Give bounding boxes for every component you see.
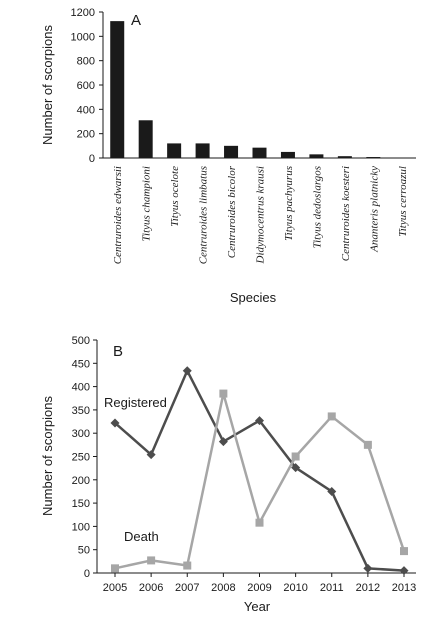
y-axis-title: Number of scorpions xyxy=(40,25,55,145)
y-tick-label: 450 xyxy=(72,358,90,370)
x-tick-label: 2008 xyxy=(211,582,235,594)
y-tick-label: 600 xyxy=(77,80,95,92)
data-point-registered xyxy=(399,566,409,576)
x-axis-title: Year xyxy=(244,599,271,614)
data-point-registered xyxy=(327,486,337,496)
data-point-death xyxy=(363,440,372,449)
data-point-death xyxy=(183,561,192,570)
bar-8 xyxy=(309,154,324,158)
y-tick-label: 400 xyxy=(77,104,95,116)
x-category-label: Tityus pachyurus xyxy=(283,166,295,241)
x-category-label: Centruroides edwarsii xyxy=(112,166,124,264)
bar-7 xyxy=(280,151,295,158)
species-bar-chart: 0 200 400 600 800 1000 1200 Centruroides edwars… xyxy=(40,7,416,305)
data-point-registered xyxy=(363,563,373,573)
y-tick-label: 0 xyxy=(84,568,90,580)
y-axis-title: Number of scorpions xyxy=(40,396,55,516)
x-category-label: Centruroides bicolor xyxy=(226,165,238,258)
x-category-label: Didymocentrus krausi xyxy=(255,166,267,264)
x-tick-label: 2005 xyxy=(103,582,127,594)
bar-5 xyxy=(224,145,239,158)
series-label-registered: Registered xyxy=(104,395,167,410)
y-tick-label: 500 xyxy=(72,335,90,347)
bar-9 xyxy=(337,156,352,158)
x-tick-label: 2009 xyxy=(247,582,271,594)
x-category-label: Tityus cerroazul xyxy=(397,166,409,237)
y-tick-label: 200 xyxy=(77,129,95,141)
x-tick-label: 2007 xyxy=(175,582,199,594)
y-tick-label: 0 xyxy=(89,153,95,165)
x-tick-label: 2013 xyxy=(392,582,416,594)
panel-label-a: A xyxy=(131,12,141,29)
y-tick-label: 400 xyxy=(72,382,90,394)
y-tick-label: 800 xyxy=(77,56,95,68)
yearly-line-chart: 0 50 100 150 200 250 300 350 400 450 500 2005 2006 20… xyxy=(40,335,416,614)
bar-6 xyxy=(252,147,267,158)
data-point-death xyxy=(291,452,300,461)
bar-3 xyxy=(167,143,182,158)
x-category-label: Ananteris platnicky xyxy=(368,166,380,253)
y-tick-label: 1000 xyxy=(71,31,95,43)
data-point-registered xyxy=(255,416,264,426)
y-tick-label: 300 xyxy=(72,428,90,440)
x-category-label: Tityus dedoslargos xyxy=(311,166,323,248)
panel-label-b: B xyxy=(113,343,123,360)
data-point-registered xyxy=(291,463,301,473)
x-category-label: Tityus championi xyxy=(141,166,153,241)
data-point-registered xyxy=(218,437,228,447)
data-point-death xyxy=(400,547,408,556)
y-tick-label: 1200 xyxy=(71,7,95,19)
data-point-death xyxy=(327,412,336,421)
data-point-registered xyxy=(110,418,120,428)
x-tick-label: 2011 xyxy=(320,582,344,594)
x-category-label: Centruroides koesteri xyxy=(340,166,352,261)
y-tick-label: 100 xyxy=(72,521,90,533)
bar-2 xyxy=(138,120,153,158)
x-tick-label: 2006 xyxy=(139,582,163,594)
data-point-registered xyxy=(182,366,192,376)
y-tick-label: 150 xyxy=(72,498,90,510)
data-point-death xyxy=(219,389,228,398)
series-label-death: Death xyxy=(124,529,159,544)
bar-11 xyxy=(394,157,409,159)
data-point-death xyxy=(147,556,156,565)
data-point-registered xyxy=(146,450,156,460)
x-tick-label: 2012 xyxy=(356,582,380,594)
bar-1 xyxy=(110,21,125,158)
y-tick-label: 50 xyxy=(78,545,90,557)
x-category-label: Tityus ocelote xyxy=(169,166,181,227)
x-tick-label: 2010 xyxy=(283,582,307,594)
x-axis-title: Species xyxy=(230,290,277,305)
x-category-label: Centruroides limbatus xyxy=(198,166,210,264)
y-tick-label: 250 xyxy=(72,452,90,464)
bar-10 xyxy=(366,157,381,158)
data-point-death xyxy=(255,518,264,527)
data-point-death xyxy=(111,564,119,573)
bar-4 xyxy=(195,143,210,158)
y-tick-label: 350 xyxy=(72,405,90,417)
y-tick-label: 200 xyxy=(72,475,90,487)
